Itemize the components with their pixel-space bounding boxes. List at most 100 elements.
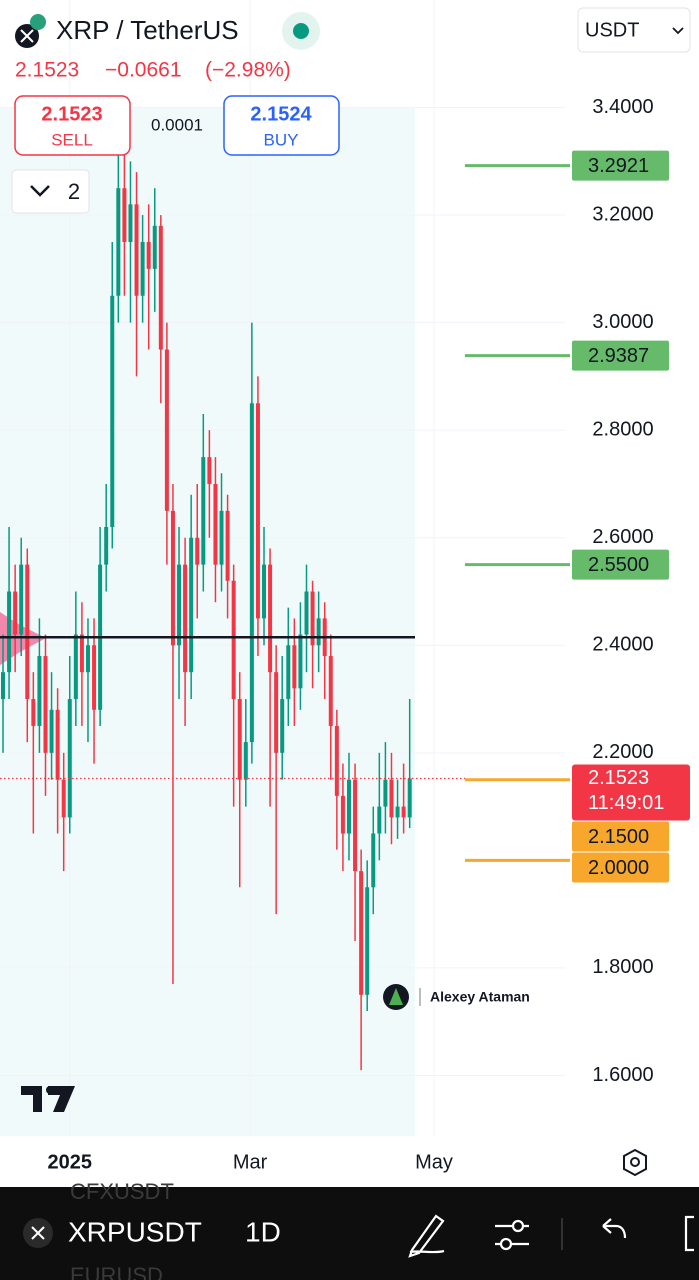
y-tick-label: 3.0000: [592, 311, 653, 333]
candle-body: [340, 795, 345, 834]
candle-body: [286, 645, 291, 700]
sell-button[interactable]: [14, 95, 131, 156]
ghost-symbol: CFXUSDT: [70, 1179, 174, 1204]
level-box: [572, 340, 669, 371]
candle-body: [73, 634, 78, 700]
buy-button[interactable]: [223, 95, 340, 156]
candle-body: [177, 564, 182, 646]
tv-logo-dot: [46, 1086, 54, 1094]
level-box: [572, 852, 669, 883]
indicator-count: 2: [68, 179, 80, 204]
candle-body: [7, 591, 12, 673]
symbol-icon-mark: [20, 29, 34, 43]
candle-body: [55, 709, 60, 780]
watermark-text: Alexey Ataman: [430, 989, 530, 1005]
slider-knob: [511, 1219, 525, 1233]
candle-body: [255, 403, 260, 619]
currency-chevron: [672, 27, 684, 35]
currency-select[interactable]: [577, 7, 691, 53]
fullscreen[interactable]: [684, 1215, 694, 1252]
x-axis: 2025 Mar May: [48, 1151, 453, 1173]
indicators-toggle[interactable]: [11, 169, 90, 214]
tv-logo: [21, 1086, 75, 1112]
y-tick-label: 1.8000: [592, 956, 653, 978]
candle-body: [268, 564, 273, 673]
candle-body: [274, 672, 279, 753]
tether-icon: [30, 14, 46, 30]
symbol-title: XRP / TetherUS: [56, 15, 239, 45]
candle-body: [146, 241, 151, 269]
candle-body: [262, 564, 267, 619]
candle-body: [292, 645, 297, 689]
candle-body: [79, 634, 84, 673]
settings-icon-center: [630, 1157, 640, 1167]
volume-profile: [0, 612, 46, 665]
toolbar-interval[interactable]: 1D: [245, 1216, 281, 1247]
undo[interactable]: [602, 1218, 627, 1239]
level-label: 2.9387: [588, 345, 649, 367]
candle-body: [19, 564, 24, 635]
chevron: [30, 185, 50, 197]
last-price-label: 2.1523: [588, 767, 649, 789]
candle-body: [128, 204, 133, 242]
plot: 3.4000 3.2000 3.0000 2.8000 2.6000 2.4000 2.20…: [0, 0, 690, 1136]
candle-body: [164, 349, 169, 511]
sell-price: 2.1523: [41, 103, 102, 125]
sell-label: SELL: [51, 130, 93, 149]
buy-label: BUY: [264, 130, 299, 149]
ghost-symbol: EURUSD: [70, 1263, 163, 1280]
candle-body: [237, 699, 242, 780]
candle-body: [31, 699, 36, 726]
candle-body: [280, 699, 285, 753]
candle-body: [407, 778, 412, 818]
candle-body: [110, 295, 115, 527]
candle-body: [67, 699, 72, 818]
candle-body: [158, 225, 163, 350]
session-bg: [0, 108, 415, 1136]
level-label: 2.0000: [588, 857, 649, 879]
candle-body: [37, 656, 42, 726]
toolbar-symbol[interactable]: XRPUSDT: [68, 1216, 202, 1247]
draw-tool[interactable]: [408, 1214, 445, 1258]
candle-body: [183, 564, 188, 673]
candle-body: [243, 742, 248, 780]
slider-knob: [499, 1237, 513, 1251]
candle-body: [377, 806, 382, 834]
candle-body: [61, 779, 66, 818]
header-price: 2.1523: [15, 59, 79, 82]
x-tick-label: 2025: [48, 1151, 93, 1173]
level-box: [572, 150, 669, 181]
market-status-dot: [293, 23, 309, 39]
candle-body: [249, 403, 254, 743]
level-box: [572, 821, 669, 852]
close-icon: [31, 1226, 45, 1240]
level-box: [572, 549, 669, 580]
candle-body: [346, 779, 351, 834]
candle-body: [116, 188, 121, 296]
y-tick-label: 2.4000: [592, 634, 653, 656]
y-tick-label: 2.2000: [592, 741, 653, 763]
last-price-box: [572, 764, 690, 821]
candle-body: [225, 510, 230, 581]
candle-body: [1, 672, 5, 700]
candle-body: [383, 779, 388, 807]
candle-body: [195, 537, 200, 565]
candle-body: [213, 483, 218, 565]
candle-body: [140, 241, 145, 296]
candle-body: [359, 871, 364, 995]
settings-icon[interactable]: [623, 1148, 647, 1177]
candle-body: [92, 645, 97, 710]
countdown: 11:49:01: [588, 792, 664, 814]
header-change: −0.0661: [105, 59, 182, 82]
candle-body: [371, 833, 376, 888]
candle-body: [207, 457, 212, 484]
candle-body: [298, 634, 303, 689]
buy-price: 2.1524: [250, 103, 312, 125]
candle-body: [104, 526, 109, 565]
candle-body: [170, 510, 175, 646]
candle-body: [49, 709, 54, 753]
candle-body: [25, 564, 30, 700]
candle-body: [389, 779, 394, 818]
toolbar: [0, 1187, 699, 1280]
